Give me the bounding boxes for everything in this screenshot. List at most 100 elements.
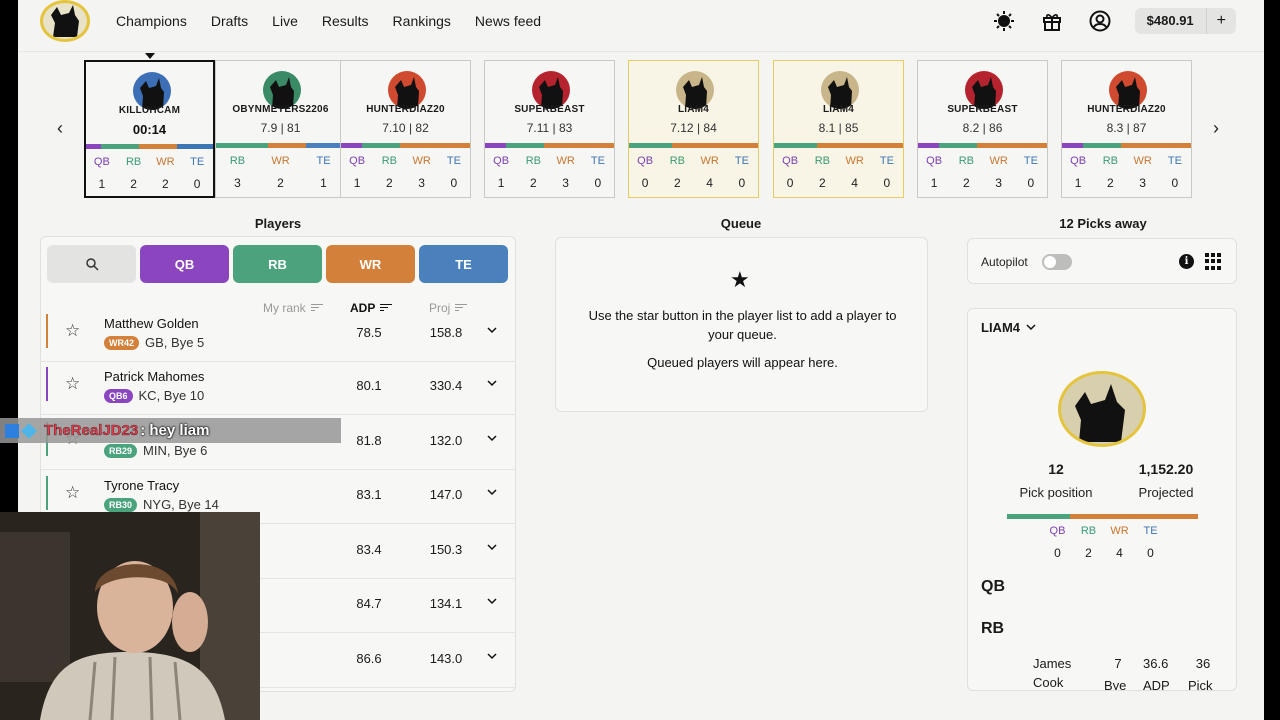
sort-proj[interactable]: Proj bbox=[429, 301, 468, 315]
team-selector[interactable]: LIAM4 bbox=[981, 320, 1036, 335]
player-row[interactable]: 84.7 134.1 bbox=[41, 579, 515, 633]
theme-toggle-icon[interactable] bbox=[991, 8, 1017, 34]
filter-wr-button[interactable]: WR bbox=[326, 245, 415, 283]
draft-card[interactable]: OBYNMEYERS2206 7.9 | 81 RB WR TE 3 2 1 bbox=[215, 60, 346, 198]
card-position-headers: QB RB WR TE bbox=[774, 155, 903, 167]
grid-view-icon[interactable] bbox=[1205, 253, 1222, 270]
card-pos-count: 0 bbox=[786, 176, 794, 190]
roster-bye-label: Bye bbox=[1104, 678, 1127, 691]
card-position-bar bbox=[341, 143, 470, 148]
chevron-down-icon[interactable] bbox=[487, 540, 497, 554]
pick-position-value: 12 bbox=[1048, 461, 1064, 477]
filter-te-button[interactable]: TE bbox=[419, 245, 508, 283]
gift-icon[interactable] bbox=[1039, 8, 1065, 34]
sort-adp[interactable]: ADP bbox=[350, 301, 393, 315]
filter-qb-button[interactable]: QB bbox=[140, 245, 229, 283]
draft-card[interactable]: SUPERBEAST 8.2 | 86 QB RB WR TE 1 2 3 0 bbox=[917, 60, 1048, 198]
draft-card[interactable]: HUNTERDIAZ20 7.10 | 82 QB RB WR TE 1 2 3 0 bbox=[340, 60, 471, 198]
card-position-counts: 1 2 2 0 bbox=[86, 177, 213, 191]
card-pos-label: TE bbox=[316, 155, 331, 167]
drafter-name: SUPERBEAST bbox=[947, 104, 1018, 115]
autopilot-bar: Autopilot i bbox=[967, 238, 1237, 284]
chevron-down-icon[interactable] bbox=[487, 594, 497, 608]
chat-badge-icon bbox=[5, 423, 19, 438]
nav-news-feed[interactable]: News feed bbox=[474, 13, 542, 29]
player-adp: 84.7 bbox=[356, 596, 382, 611]
sort-my-rank[interactable]: My rank bbox=[263, 301, 323, 315]
position-filters: QB RB WR TE bbox=[47, 245, 508, 283]
card-pos-label: QB bbox=[782, 155, 799, 167]
chevron-down-icon[interactable] bbox=[487, 485, 497, 499]
queue-star-icon[interactable]: ☆ bbox=[65, 483, 81, 502]
nav-results[interactable]: Results bbox=[321, 13, 369, 29]
player-row[interactable]: ☆ Patrick Mahomes QB6 KC, Bye 10 80.1 330… bbox=[41, 361, 515, 415]
card-position-bar bbox=[1062, 143, 1191, 148]
nav-live[interactable]: Live bbox=[272, 13, 298, 29]
player-meta: QB6 KC, Bye 10 bbox=[104, 388, 204, 403]
card-pos-count: 0 bbox=[883, 176, 891, 190]
card-pos-count: 4 bbox=[706, 176, 713, 190]
card-position-bar bbox=[485, 143, 614, 148]
nav-rankings[interactable]: Rankings bbox=[392, 13, 451, 29]
draft-card[interactable]: LIAM4 8.1 | 85 QB RB WR TE 0 2 4 0 bbox=[773, 60, 904, 198]
drafter-name: HUNTERDIAZ20 bbox=[1087, 104, 1166, 115]
player-proj: 132.0 bbox=[429, 433, 463, 448]
queue-star-icon[interactable]: ☆ bbox=[65, 321, 81, 340]
card-pos-label: RB bbox=[958, 155, 975, 167]
chevron-down-icon[interactable] bbox=[487, 376, 497, 390]
draft-card[interactable]: KILLUHCAM 00:14 QB RB WR TE 1 2 2 0 bbox=[84, 60, 215, 198]
roster-qb-heading: QB bbox=[981, 578, 1005, 595]
player-row[interactable]: 86.6 143.0 bbox=[41, 634, 515, 688]
player-adp: 81.8 bbox=[356, 433, 382, 448]
account-icon[interactable] bbox=[1087, 8, 1113, 34]
player-search-button[interactable] bbox=[47, 245, 136, 283]
team-panel: LIAM4 12 Pick position 1,152.20 Projecte… bbox=[967, 308, 1237, 691]
card-position-counts: 1 2 3 0 bbox=[341, 176, 470, 190]
card-pos-label: TE bbox=[190, 156, 205, 168]
chevron-down-icon[interactable] bbox=[487, 431, 497, 445]
player-row[interactable]: ☆ Matthew Golden WR42 GB, Bye 5 78.5 158.… bbox=[41, 308, 515, 362]
nav-champions[interactable]: Champions bbox=[116, 13, 187, 29]
position-accent bbox=[46, 476, 48, 510]
roster-rb-heading: RB bbox=[981, 620, 1005, 637]
main-nav: Champions Drafts Live Results Rankings N… bbox=[116, 12, 565, 30]
info-icon[interactable]: i bbox=[1179, 254, 1194, 269]
filter-rb-button[interactable]: RB bbox=[233, 245, 322, 283]
player-proj: 158.8 bbox=[429, 325, 463, 340]
logo-icon[interactable] bbox=[40, 0, 90, 42]
balance-widget[interactable]: $480.91 + bbox=[1134, 8, 1236, 34]
card-pos-count: 0 bbox=[450, 176, 458, 190]
roster-player-first: James bbox=[1033, 656, 1072, 671]
roster-player-last: Cook bbox=[1033, 675, 1064, 690]
board-next-arrow[interactable]: › bbox=[1213, 118, 1219, 138]
card-position-bar bbox=[774, 143, 903, 148]
chevron-down-icon[interactable] bbox=[487, 649, 497, 663]
draft-card[interactable]: LIAM4 7.12 | 84 QB RB WR TE 0 2 4 0 bbox=[628, 60, 759, 198]
roster-player-row[interactable]: James Cook 7 Bye 36.6 ADP 36 Pick bbox=[968, 656, 1236, 691]
position-accent bbox=[46, 314, 48, 348]
card-pos-count: 0 bbox=[738, 176, 746, 190]
card-pos-count: 2 bbox=[162, 177, 169, 191]
player-row[interactable]: 83.4 150.3 bbox=[41, 525, 515, 579]
card-position-counts: 3 2 1 bbox=[216, 176, 345, 190]
drafter-avatar bbox=[133, 72, 171, 110]
player-meta: RB30 NYG, Bye 14 bbox=[104, 497, 219, 512]
nav-drafts[interactable]: Drafts bbox=[210, 13, 249, 29]
draft-card[interactable]: HUNTERDIAZ20 8.3 | 87 QB RB WR TE 1 2 3 0 bbox=[1061, 60, 1192, 198]
queue-star-icon[interactable]: ☆ bbox=[65, 374, 81, 393]
card-position-counts: 1 2 3 0 bbox=[485, 176, 614, 190]
card-pos-count: 1 bbox=[1074, 176, 1082, 190]
draft-card[interactable]: SUPERBEAST 7.11 | 83 QB RB WR TE 1 2 3 0 bbox=[484, 60, 615, 198]
sort-icon bbox=[455, 304, 468, 312]
card-pos-count: 3 bbox=[234, 176, 241, 190]
card-pos-label: QB bbox=[926, 155, 943, 167]
pick-position-label: Pick position bbox=[1019, 485, 1093, 500]
projected-value: 1,152.20 bbox=[1138, 461, 1194, 477]
card-position-counts: 0 2 4 0 bbox=[774, 176, 903, 190]
player-row[interactable]: ☆ Tyrone Tracy RB30 NYG, Bye 14 83.1 147.… bbox=[41, 470, 515, 524]
drafter-avatar bbox=[1109, 71, 1147, 109]
add-funds-button[interactable]: + bbox=[1205, 8, 1236, 34]
chevron-down-icon[interactable] bbox=[487, 323, 497, 337]
board-prev-arrow[interactable]: ‹ bbox=[57, 118, 63, 138]
autopilot-toggle[interactable] bbox=[1042, 254, 1072, 270]
